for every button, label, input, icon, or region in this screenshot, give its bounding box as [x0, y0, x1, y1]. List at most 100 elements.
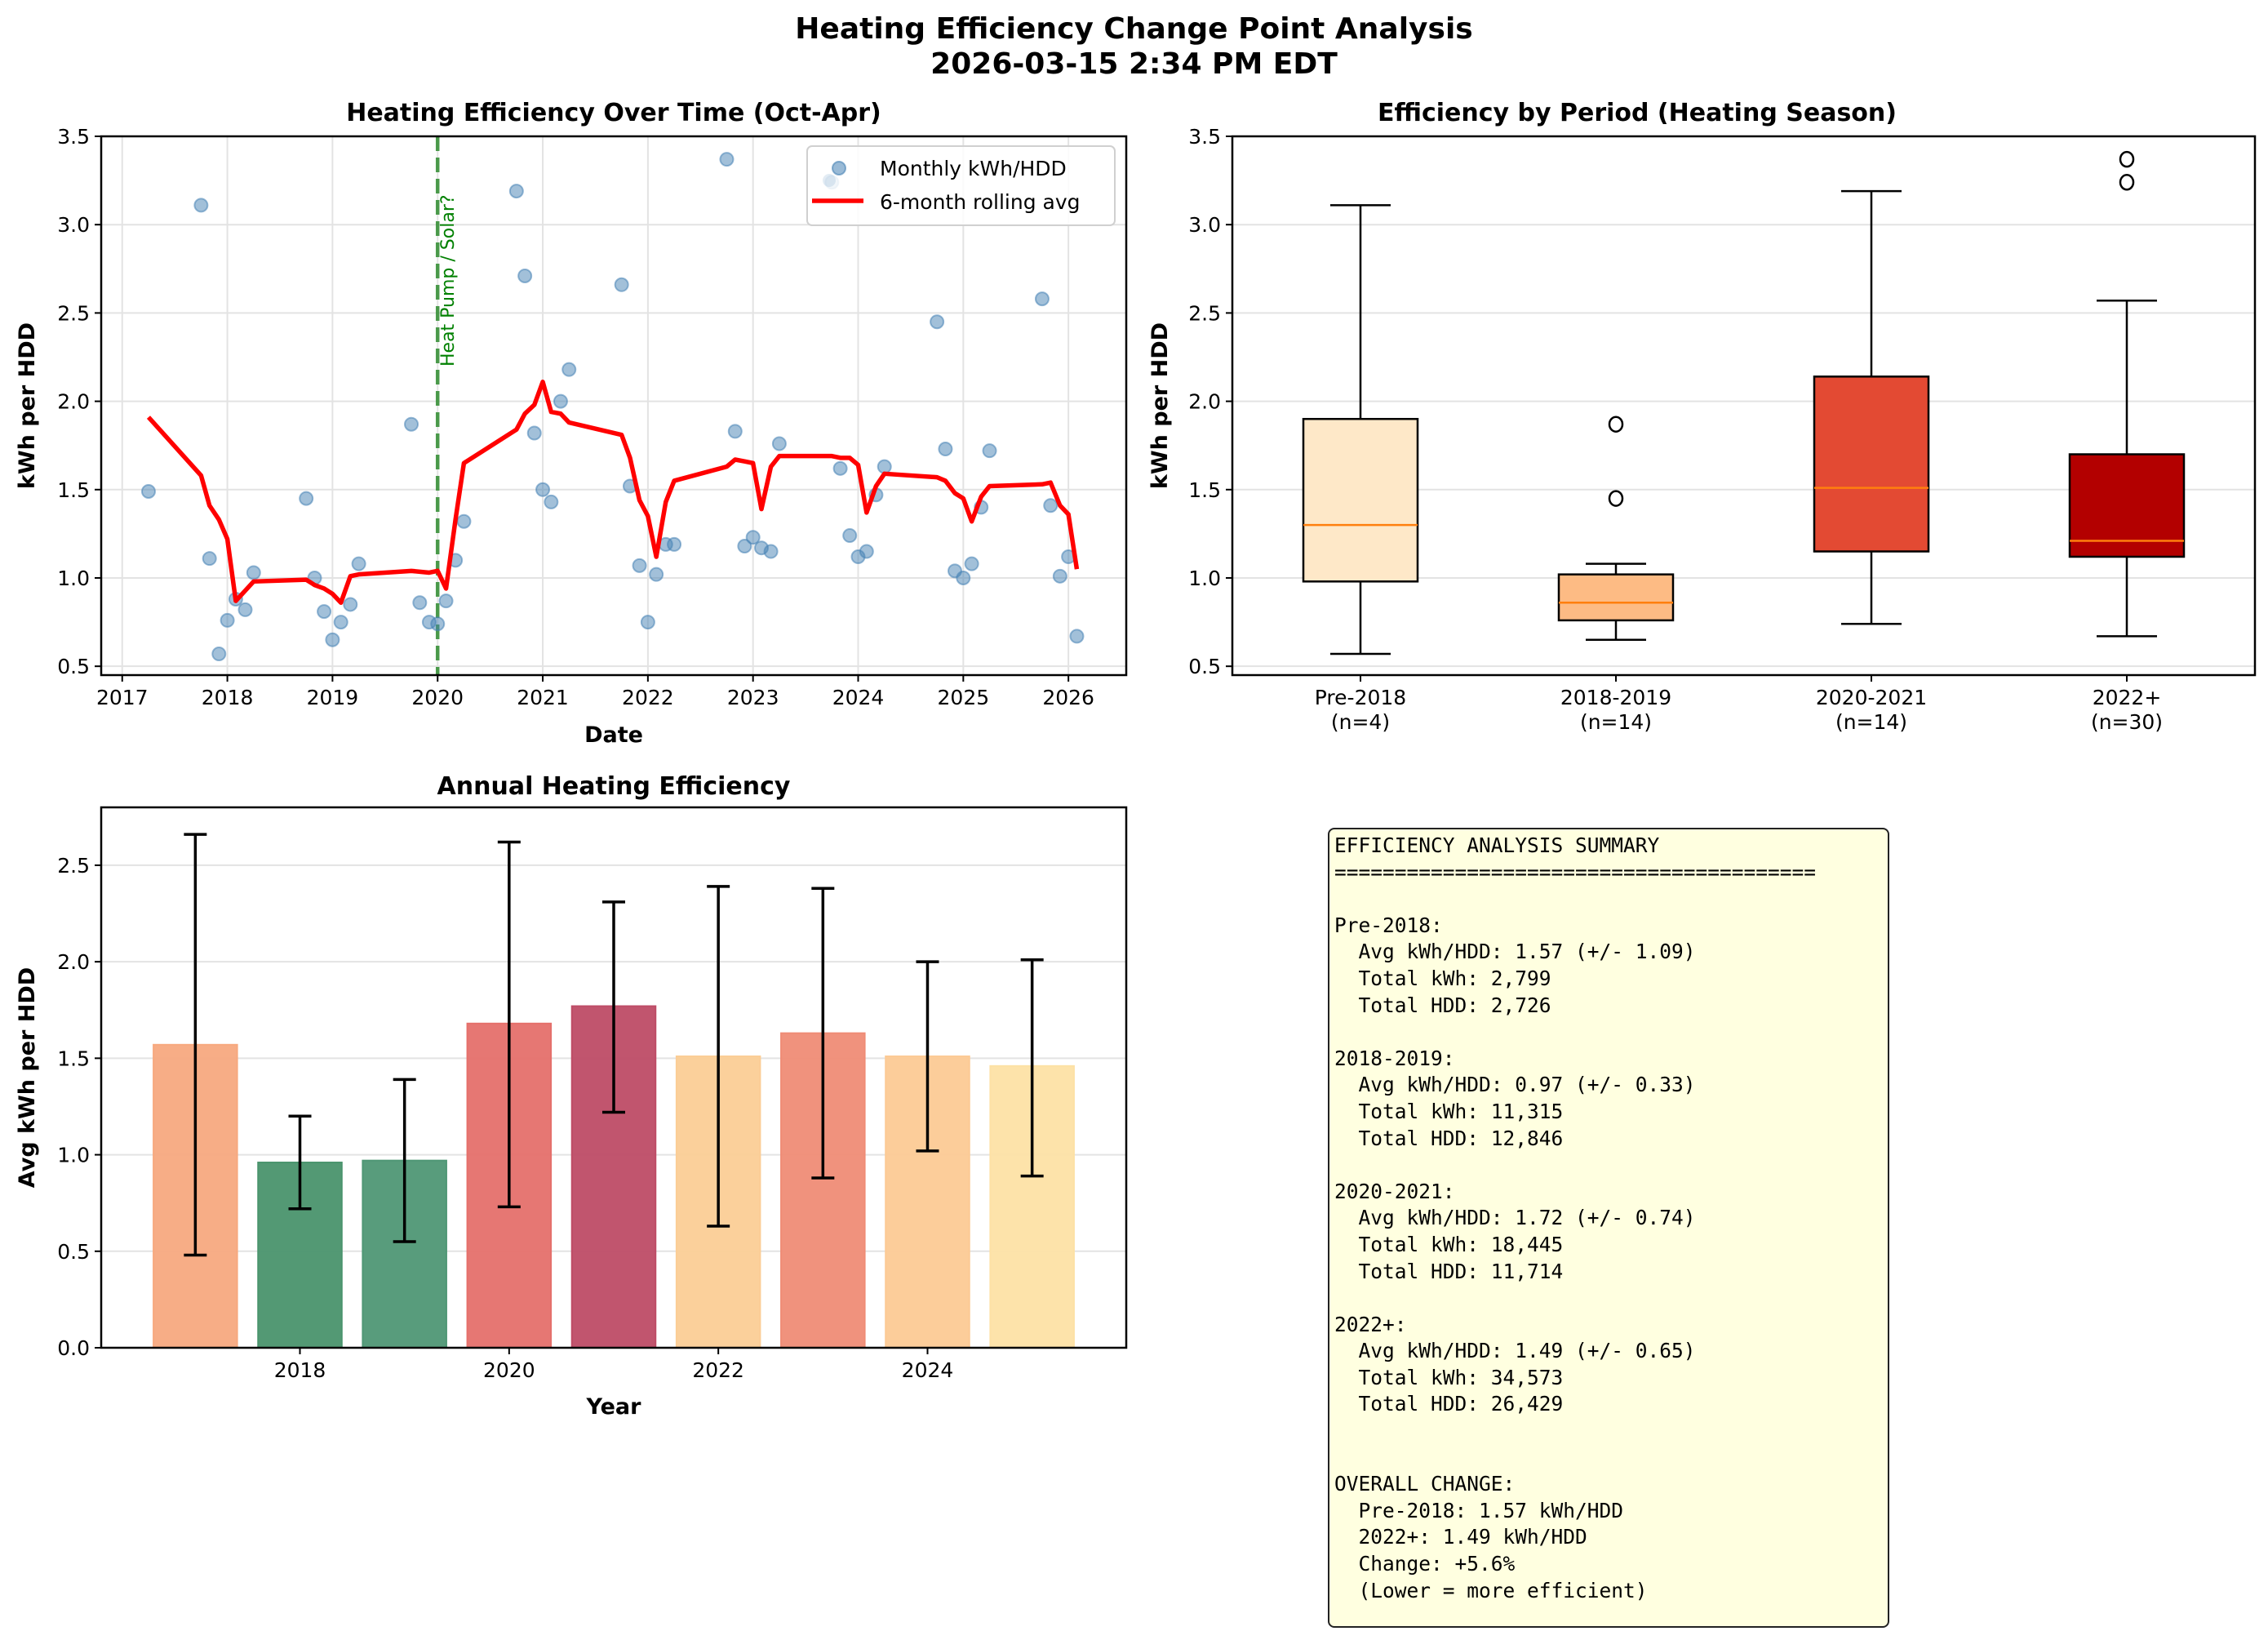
x-tick-label: 2023	[727, 686, 779, 709]
scatter-point	[1034, 291, 1050, 307]
x-tick-count-label: (n=4)	[1331, 710, 1390, 734]
scatter-point	[1043, 498, 1059, 513]
changepoint-annotation: Heat Pump / Solar?	[435, 136, 459, 675]
timeseries-title: Heating Efficiency Over Time (Oct-Apr)	[346, 99, 881, 127]
y-tick-label: 2.0	[57, 950, 90, 974]
y-tick-label: 1.5	[1188, 478, 1221, 502]
summary-line: Total kWh: 34,573	[1358, 1365, 1564, 1389]
summary-line: Avg kWh/HDD: 1.57 (+/- 1.09)	[1358, 940, 1696, 964]
scatter-point	[1052, 568, 1067, 584]
timeseries-panel: Heating Efficiency Over Time (Oct-Apr) H…	[15, 99, 1128, 748]
timeseries-axes-frame	[100, 135, 1128, 677]
box-2020-2021	[1813, 189, 1930, 625]
y-tick-label: 1.5	[57, 1047, 90, 1070]
y-tick-label: 3.5	[1188, 125, 1221, 149]
scatter-point	[771, 436, 787, 451]
x-tick-label: 2021	[517, 686, 569, 709]
bar-error-bars	[184, 833, 1044, 1257]
iqr-box	[1302, 417, 1419, 583]
scatter-point	[299, 491, 314, 506]
scatter-point	[745, 530, 761, 545]
y-tick-label: 2.0	[1188, 390, 1221, 414]
box-2022-	[2068, 150, 2186, 638]
x-tick-label: Pre-2018	[1315, 686, 1406, 709]
x-tick-count-label: (n=30)	[2091, 710, 2163, 734]
summary-line: Total HDD: 2,726	[1358, 993, 1551, 1017]
summary-line: Total HDD: 26,429	[1358, 1392, 1564, 1416]
y-tick-label: 2.0	[57, 390, 90, 414]
scatter-point	[727, 424, 743, 439]
scatter-point	[544, 494, 559, 509]
summary-line: Total kWh: 11,315	[1358, 1099, 1564, 1123]
y-tick-label: 1.0	[57, 567, 90, 590]
scatter-point	[202, 551, 217, 567]
x-tick-label: 2018-2019	[1560, 686, 1671, 709]
y-tick-label: 3.0	[1188, 213, 1221, 237]
figure-timestamp: 2026-03-15 2:34 PM EDT	[930, 47, 1338, 81]
scatter-point	[438, 593, 454, 609]
scatter-point	[842, 528, 858, 544]
figure-title: Heating Efficiency Change Point Analysis	[795, 12, 1473, 46]
scatter-point	[220, 612, 235, 628]
summary-line: Total HDD: 12,846	[1358, 1126, 1564, 1150]
scatter-point	[246, 565, 261, 580]
y-tick-label: 2.5	[57, 301, 90, 325]
y-tick-label: 0.0	[57, 1336, 90, 1360]
y-tick-label: 0.5	[57, 1240, 90, 1264]
summary-line: Change: +5.6%	[1358, 1552, 1516, 1576]
scatter-point	[649, 567, 664, 582]
timeseries-xlabel: Date	[584, 722, 643, 748]
scatter-point	[404, 416, 419, 432]
bar-xlabel: Year	[586, 1394, 642, 1420]
y-tick-label: 2.5	[1188, 301, 1221, 325]
legend-scatter-marker	[832, 161, 846, 176]
summary-box	[1328, 828, 1889, 1628]
y-tick-label: 2.5	[57, 854, 90, 878]
boxplot-title: Efficiency by Period (Heating Season)	[1378, 99, 1897, 127]
scatter-point	[343, 597, 358, 612]
scatter-point	[877, 459, 892, 474]
iqr-box	[2068, 453, 2186, 558]
scatter-point	[412, 595, 428, 611]
box-2018-2019	[1557, 416, 1675, 641]
x-tick-count-label: (n=14)	[1835, 710, 1907, 734]
x-tick-label: 2020	[411, 686, 464, 709]
summary-line: Total kWh: 2,799	[1358, 966, 1551, 990]
timeseries-ticks: 2017 2018 2019 2020 2021 2022 2023 2024 2025 2026…	[57, 125, 1094, 709]
scatter-point	[561, 362, 577, 377]
scatter-point	[930, 314, 945, 330]
scatter-point	[859, 544, 874, 559]
summary-line: (Lower = more efficient)	[1334, 1578, 1648, 1602]
boxplot-panel: Efficiency by Period (Heating Season) 0.…	[1147, 99, 2257, 734]
x-tick-label: 2022	[622, 686, 674, 709]
scatter-point	[333, 615, 348, 630]
x-tick-label: 2018	[274, 1358, 326, 1382]
x-tick-label: 2022	[692, 1358, 744, 1382]
scatter-point	[193, 198, 209, 213]
summary-line: Pre-2018:	[1334, 913, 1443, 937]
scatter-point	[430, 616, 446, 632]
summary-line: Pre-2018: 1.57 kWh/HDD	[1358, 1498, 1624, 1522]
scatter-point	[832, 460, 848, 476]
scatter-point	[964, 556, 979, 571]
bar-title: Annual Heating Efficiency	[437, 772, 791, 801]
scatter-point	[719, 152, 735, 167]
outlier-point	[2119, 150, 2135, 168]
scatter-point	[763, 544, 779, 559]
y-tick-label: 1.0	[1188, 567, 1221, 590]
scatter-point	[140, 483, 156, 499]
scatter-point	[526, 425, 542, 441]
outlier-point	[2119, 174, 2135, 191]
legend-label-scatter: Monthly kWh/HDD	[880, 157, 1067, 180]
rolling-avg-line	[146, 380, 1080, 606]
boxplot-boxes	[1302, 150, 2186, 656]
summary-line: OVERALL CHANGE:	[1334, 1472, 1516, 1496]
summary-line: 2022+:	[1334, 1312, 1407, 1336]
summary-text: EFFICIENCY ANALYSIS SUMMARY ============…	[1334, 833, 1816, 1604]
scatter-point	[614, 277, 629, 292]
summary-line: 2022+: 1.49 kWh/HDD	[1358, 1525, 1587, 1549]
y-tick-label: 3.0	[57, 213, 90, 237]
summary-line: ========================================	[1334, 860, 1817, 884]
scatter-point	[535, 482, 551, 497]
summary-line: Total HDD: 11,714	[1358, 1259, 1564, 1283]
